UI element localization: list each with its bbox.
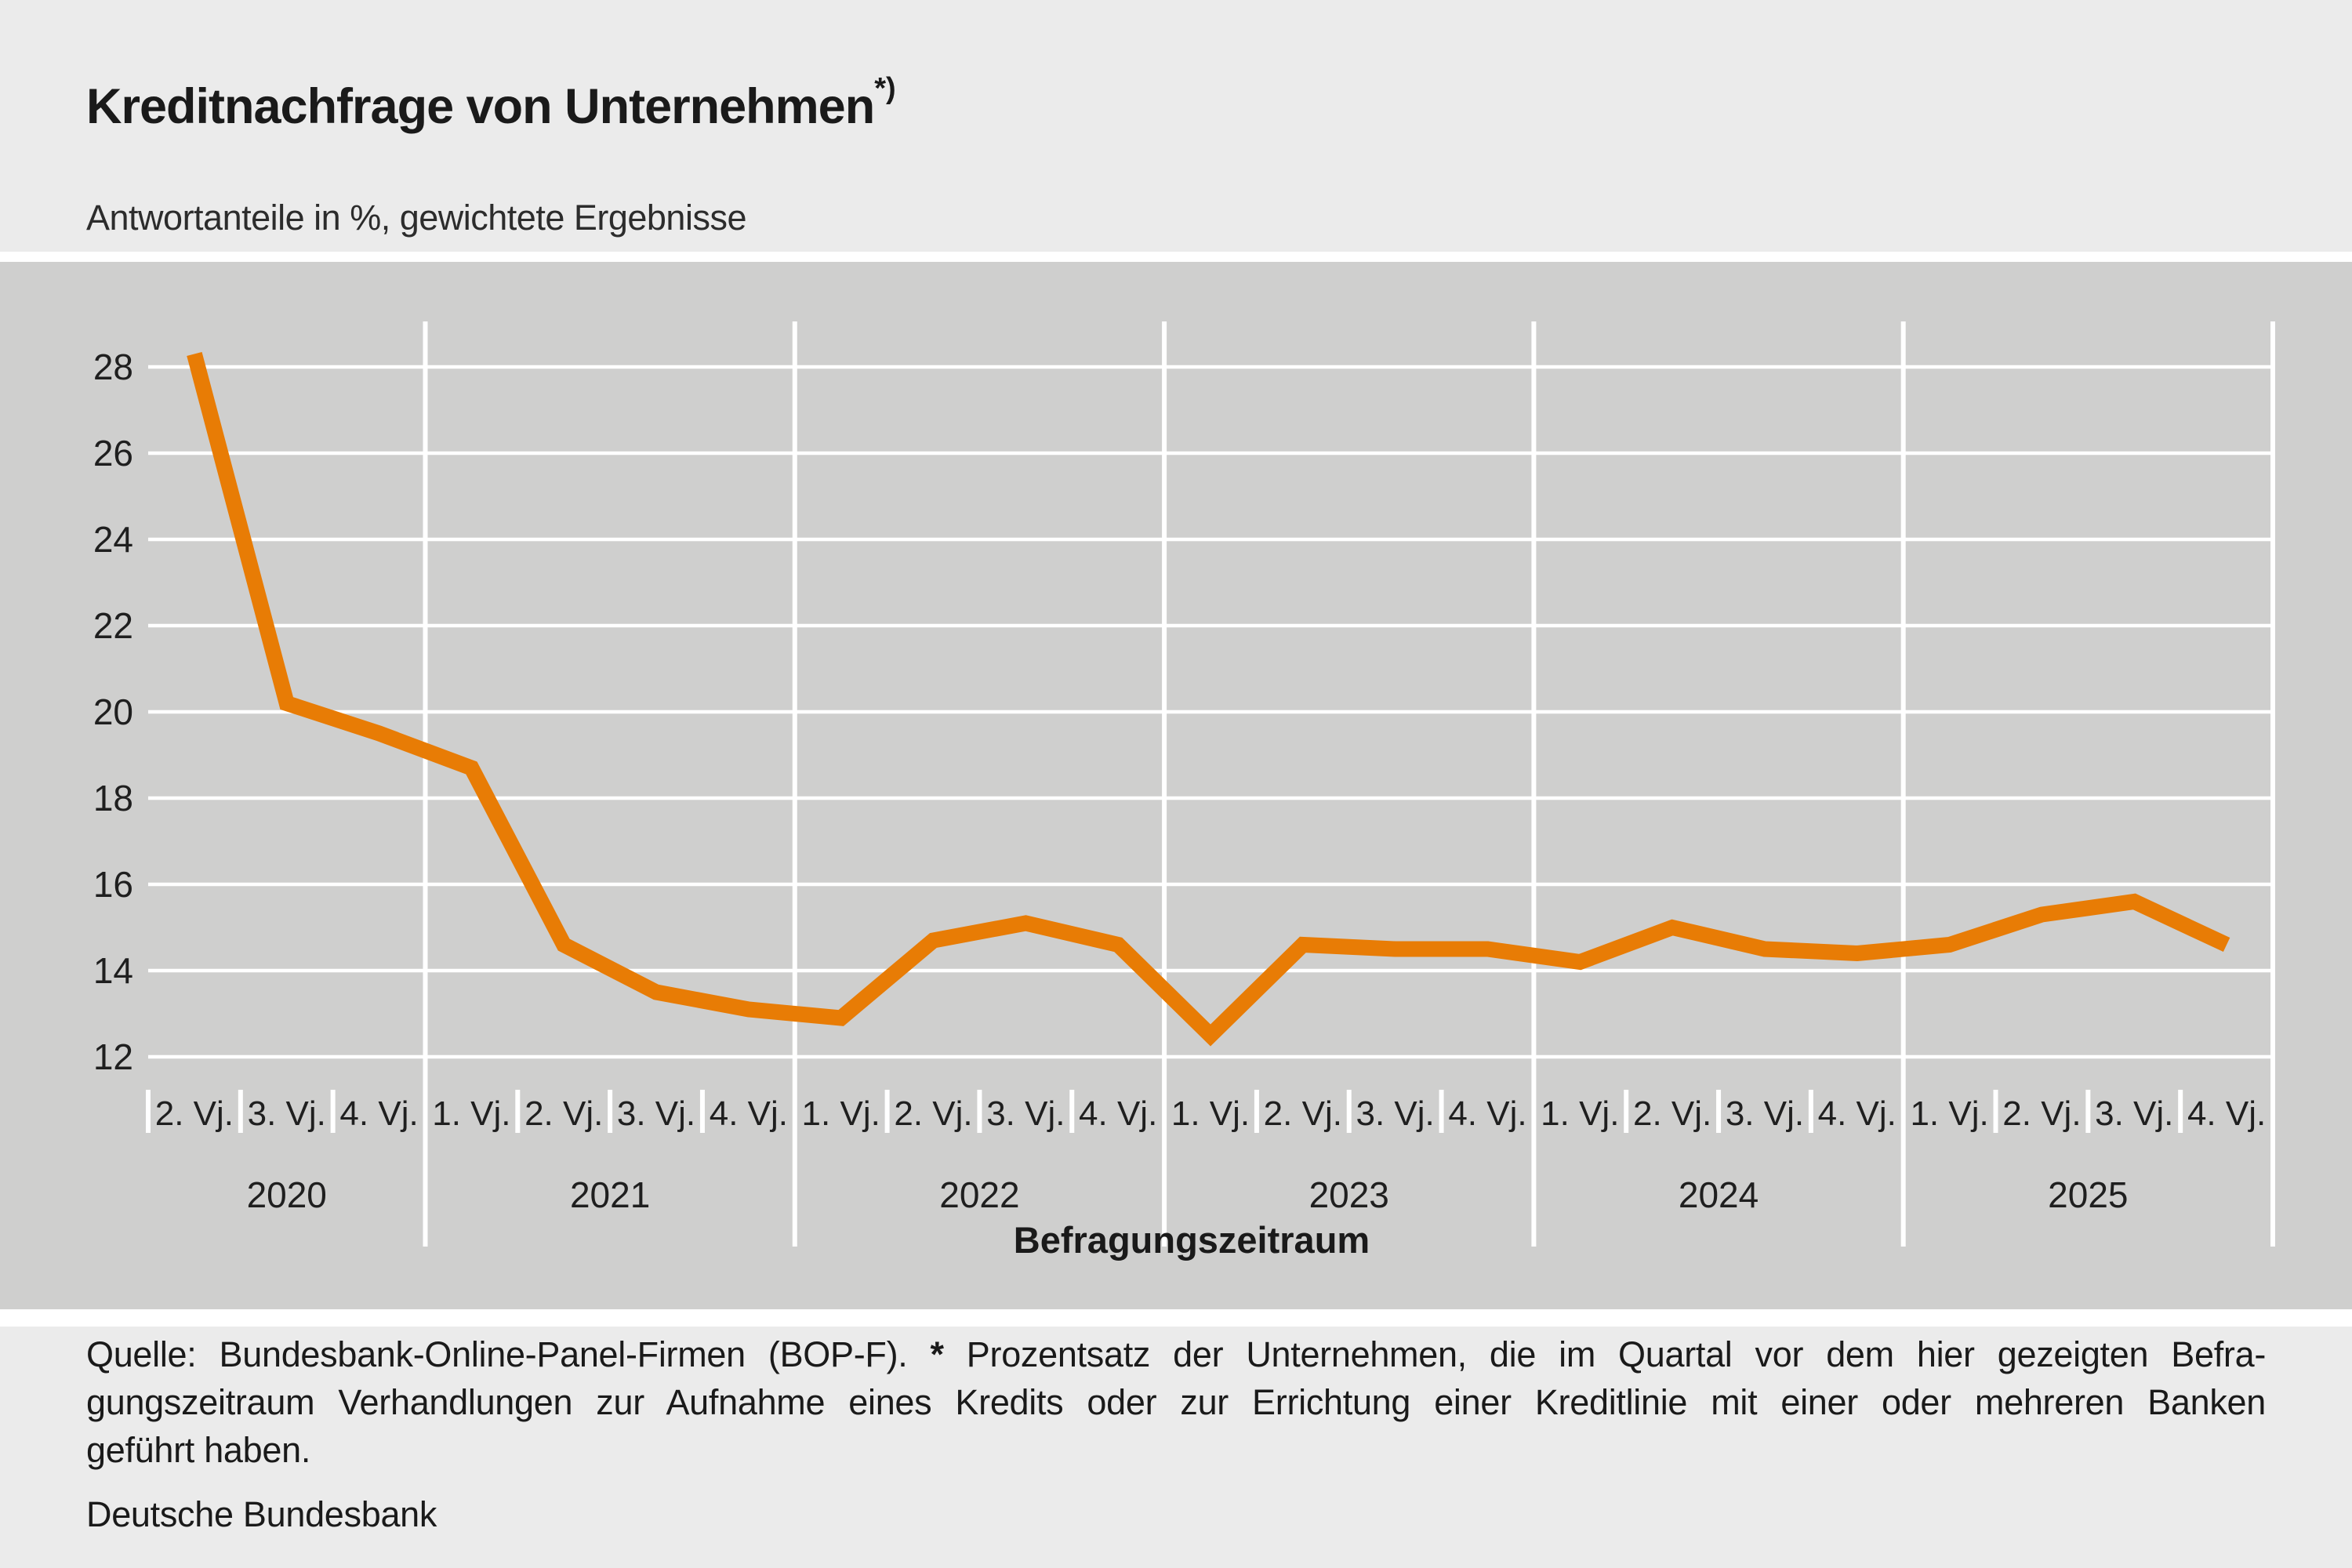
chart-plot-band: 28 26 24 22 20 18 16 14 12 2. Vj. 3. Vj. 4. Vj. 1. V…	[0, 252, 2352, 1327]
source-note-line-3: geführt haben.	[86, 1430, 311, 1470]
quarter-label: 4. Vj.	[1818, 1094, 1896, 1133]
quarter-label: 4. Vj.	[710, 1094, 788, 1133]
quarter-label: 3. Vj.	[1726, 1094, 1804, 1133]
quarter-label: 3. Vj.	[986, 1094, 1065, 1133]
x-axis-title: Befragungszeitraum	[1014, 1219, 1370, 1261]
y-tick-label: 28	[93, 347, 133, 387]
year-label: 2024	[1679, 1174, 1759, 1215]
quarter-label: 3. Vj.	[617, 1094, 695, 1133]
source-note-line-2: gungszeitraum Verhandlungen zur Aufnahme…	[86, 1382, 2266, 1422]
source-note-line-1: Quelle: Bundesbank-Online-Panel-Firmen (…	[86, 1330, 2266, 1378]
chart-title-text: Kreditnachfrage von Unternehmen	[86, 79, 875, 134]
y-tick-label: 22	[93, 605, 133, 646]
quarter-label: 2. Vj.	[1633, 1094, 1711, 1133]
quarter-label: 2. Vj.	[155, 1094, 234, 1133]
quarter-label: 1. Vj.	[802, 1094, 880, 1133]
credit-demand-series-line	[187, 351, 2230, 1047]
year-label: 2023	[1309, 1174, 1389, 1215]
y-tick-label: 16	[93, 864, 133, 905]
y-tick-label: 26	[93, 433, 133, 474]
quarter-label: 1. Vj.	[1541, 1094, 1619, 1133]
quarter-label: 4. Vj.	[1079, 1094, 1157, 1133]
quarter-label: 2. Vj.	[524, 1094, 603, 1133]
quarter-label: 1. Vj.	[432, 1094, 510, 1133]
quarter-label: 1. Vj.	[1910, 1094, 1988, 1133]
y-tick-label: 24	[93, 519, 133, 560]
source-note-text: Quelle: Bundesbank-Online-Panel-Firmen (…	[86, 1334, 908, 1374]
quarter-label: 4. Vj.	[2187, 1094, 2266, 1133]
y-tick-label: 14	[93, 950, 133, 991]
year-label: 2020	[247, 1174, 327, 1215]
chart-subtitle: Antwortanteile in %, gewichtete Ergebnis…	[86, 198, 746, 238]
year-label: 2025	[2048, 1174, 2128, 1215]
quarter-label: 3. Vj.	[248, 1094, 326, 1133]
year-label: 2022	[939, 1174, 1019, 1215]
quarter-label: 2. Vj.	[894, 1094, 972, 1133]
source-note-text: Prozentsatz der Unternehmen, die im Quar…	[966, 1334, 2267, 1374]
quarter-label: 1. Vj.	[1171, 1094, 1250, 1133]
quarter-label: 3. Vj.	[1356, 1094, 1435, 1133]
year-label: 2021	[570, 1174, 650, 1215]
chart-footnote: Quelle: Bundesbank-Online-Panel-Firmen (…	[86, 1330, 2266, 1538]
footnote-star: *	[930, 1334, 945, 1374]
y-tick-label: 12	[93, 1036, 133, 1077]
chart-title-footnote-marker: *)	[874, 72, 896, 105]
quarter-label: 2. Vj.	[1264, 1094, 1342, 1133]
quarter-label: 4. Vj.	[1448, 1094, 1526, 1133]
quarter-label: 4. Vj.	[339, 1094, 418, 1133]
quarter-label: 3. Vj.	[2095, 1094, 2173, 1133]
publisher-label: Deutsche Bundesbank	[86, 1494, 437, 1534]
chart-title: Kreditnachfrage von Unternehmen*)	[86, 72, 896, 135]
y-tick-label: 20	[93, 691, 133, 732]
line-chart: 28 26 24 22 20 18 16 14 12 2. Vj. 3. Vj. 4. Vj. 1. V…	[93, 321, 2275, 1261]
y-tick-label: 18	[93, 778, 133, 818]
quarter-label: 2. Vj.	[2002, 1094, 2081, 1133]
